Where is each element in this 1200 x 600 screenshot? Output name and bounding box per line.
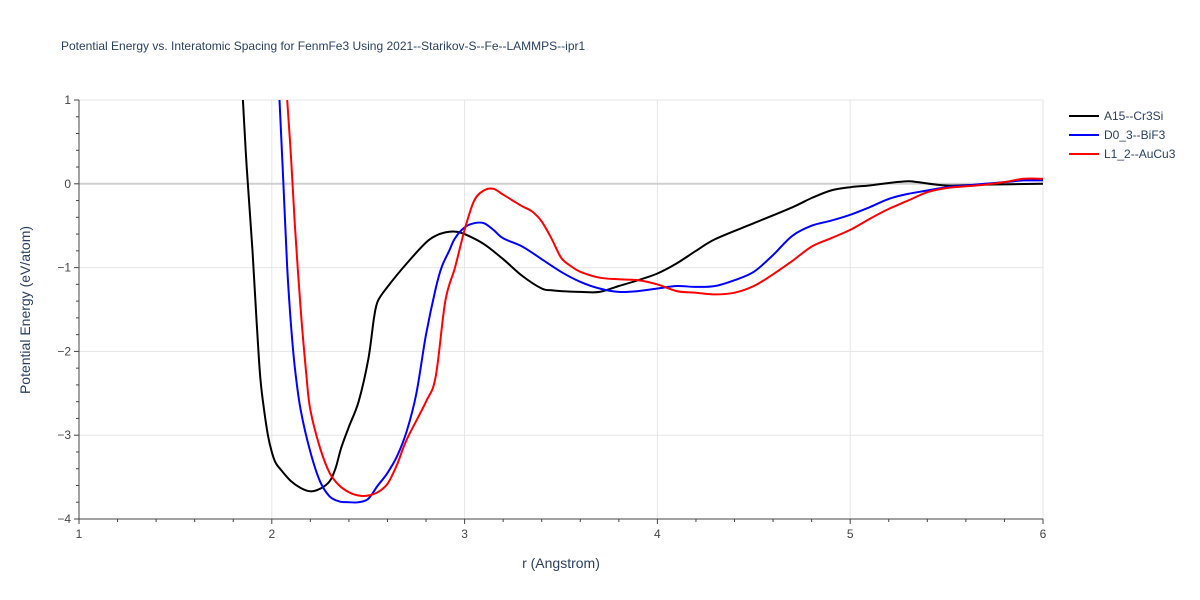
x-tick-label: 1 bbox=[76, 527, 83, 541]
legend-item-l1-2-aucu3[interactable]: L1_2--AuCu3 bbox=[1069, 147, 1176, 161]
x-tick-label: 6 bbox=[1040, 527, 1047, 541]
y-tick-label: −2 bbox=[57, 344, 71, 358]
axis-lines bbox=[74, 99, 1044, 524]
legend-label: A15--Cr3Si bbox=[1104, 109, 1163, 123]
plot-lines[interactable] bbox=[241, 100, 1044, 504]
x-axis-title: r (Angstrom) bbox=[522, 555, 600, 571]
tick-labels: 1 2 3 4 5 6 1 0 −1 −2 −3 −4 bbox=[57, 93, 1046, 541]
y-tick-label: −4 bbox=[57, 512, 71, 526]
legend[interactable]: A15--Cr3Si D0_3--BiF3 L1_2--AuCu3 bbox=[1069, 109, 1176, 161]
legend-label: D0_3--BiF3 bbox=[1104, 128, 1166, 142]
grid bbox=[79, 99, 1044, 519]
y-tick-label: 0 bbox=[64, 177, 71, 191]
series-line-a15-cr3si[interactable] bbox=[241, 100, 1043, 493]
legend-label: L1_2--AuCu3 bbox=[1104, 147, 1176, 161]
chart-title: Potential Energy vs. Interatomic Spacing… bbox=[61, 39, 586, 53]
x-tick-label: 2 bbox=[268, 527, 275, 541]
y-tick-label: −1 bbox=[57, 261, 71, 275]
legend-item-a15-cr3si[interactable]: A15--Cr3Si bbox=[1069, 109, 1163, 123]
y-tick-label: 1 bbox=[64, 93, 71, 107]
x-tick-label: 3 bbox=[461, 527, 468, 541]
series-line-d0-3-bif3[interactable] bbox=[278, 100, 1044, 504]
y-axis-title: Potential Energy (eV/atom) bbox=[17, 226, 33, 394]
legend-item-d0-3-bif3[interactable]: D0_3--BiF3 bbox=[1069, 128, 1166, 142]
x-tick-label: 4 bbox=[654, 527, 661, 541]
x-tick-label: 5 bbox=[847, 527, 854, 541]
y-tick-label: −3 bbox=[57, 428, 71, 442]
series-line-l1-2-aucu3[interactable] bbox=[286, 100, 1043, 497]
